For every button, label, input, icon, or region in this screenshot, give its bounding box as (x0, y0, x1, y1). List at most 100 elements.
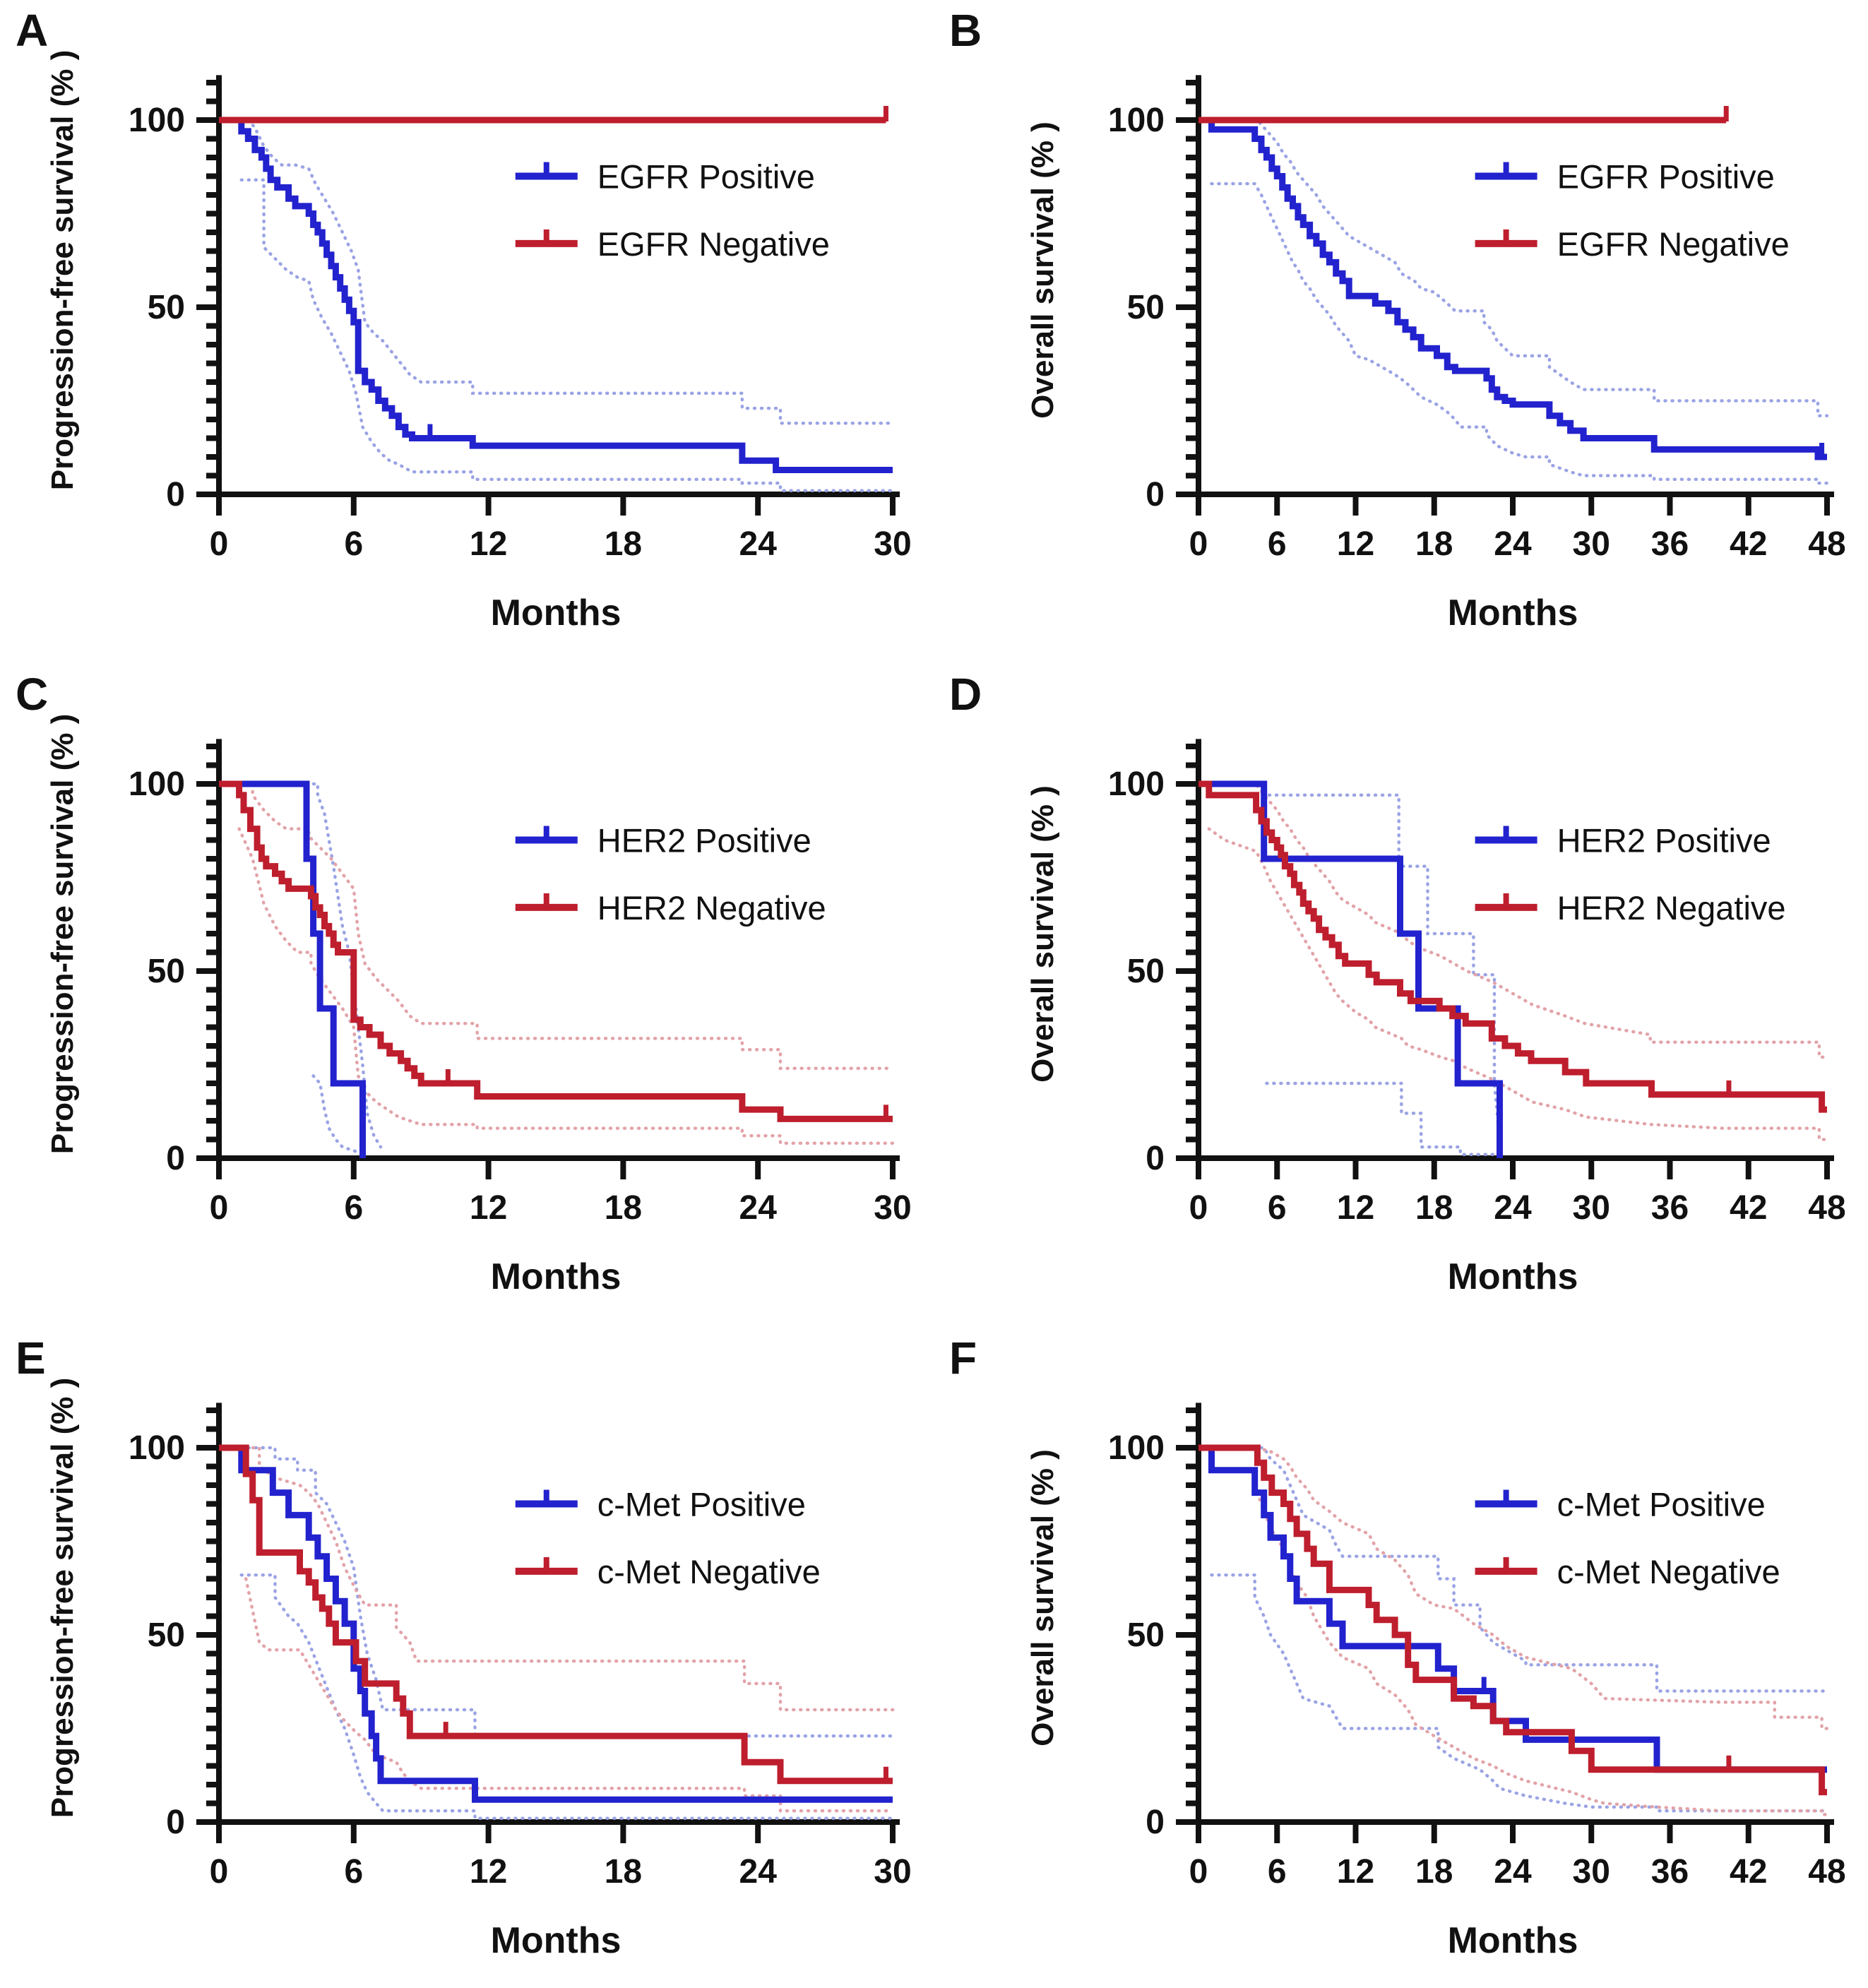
series-her2-negative (1198, 780, 1827, 1113)
x-tick-label: 0 (210, 1853, 229, 1891)
legend-label: EGFR Negative (1557, 225, 1790, 263)
x-tick-label: 0 (210, 1189, 229, 1227)
ci-lower-egfr-positive (239, 178, 895, 492)
ci-upper-egfr-positive (1210, 118, 1829, 417)
legend-label: c-Met Negative (1557, 1553, 1780, 1590)
panel-letter-D: D (949, 669, 982, 720)
legend-item-her2-positive: HER2 Positive (1475, 822, 1771, 859)
x-tick-label: 12 (1337, 1853, 1374, 1891)
axes: 0 50 100 0 6 12 18 24 30 (129, 1403, 912, 1891)
series-c-met-negative (1198, 1444, 1827, 1796)
y-tick-label: 50 (148, 953, 185, 990)
legend-item-her2-positive: HER2 Positive (515, 822, 811, 859)
y-tick-label: 50 (1127, 1617, 1165, 1654)
y-tick-label: 50 (148, 1617, 185, 1654)
x-tick-label: 30 (874, 525, 911, 563)
panel-D: D Overall survival (% ) Months 0 50 100 0 6 1… (934, 664, 1867, 1324)
legend-item-egfr-positive: EGFR Positive (1475, 158, 1775, 196)
legend: HER2 Positive HER2 Negative (515, 822, 826, 927)
x-tick-label: 0 (1189, 1189, 1208, 1227)
x-tick-label: 18 (1415, 1189, 1453, 1227)
series-c-met-negative (219, 1444, 893, 1785)
panel-E: E Progression-free survival (% ) Months … (0, 1328, 934, 1988)
x-tick-label: 6 (344, 1853, 363, 1891)
panel-letter-F: F (949, 1333, 977, 1383)
legend-label: c-Met Negative (597, 1553, 821, 1590)
x-axis-title-E: Months (490, 1920, 621, 1961)
x-tick-label: 0 (210, 525, 229, 563)
legend-label: c-Met Positive (597, 1486, 806, 1523)
ci-upper-her2-negative (237, 782, 895, 1071)
ci-upper-c-met-positive (239, 1446, 895, 1738)
legend-label: EGFR Positive (597, 158, 815, 196)
y-tick-label: 100 (1108, 102, 1165, 139)
panel-C: C Progression-free survival (% ) Months … (0, 664, 934, 1324)
x-tick-label: 24 (739, 1853, 778, 1891)
ci-upper-c-met-negative (1256, 1446, 1829, 1730)
x-tick-label: 12 (470, 1189, 507, 1227)
x-tick-label: 18 (1415, 1853, 1453, 1891)
legend-item-egfr-positive: EGFR Positive (515, 158, 815, 196)
x-axis-title-F: Months (1447, 1920, 1578, 1961)
axes: 0 50 100 0 6 12 18 24 30 (129, 75, 912, 563)
legend-item-c-met-positive: c-Met Positive (515, 1486, 806, 1523)
y-tick-label: 0 (166, 476, 185, 513)
ci-upper-her2-negative (1207, 782, 1829, 1059)
x-axis-title-A: Months (490, 593, 621, 633)
legend-item-her2-negative: HER2 Negative (515, 889, 826, 927)
legend-label: c-Met Positive (1557, 1486, 1766, 1523)
legend-item-egfr-negative: EGFR Negative (515, 225, 830, 263)
legend-label: EGFR Negative (597, 225, 830, 263)
x-tick-label: 30 (874, 1853, 911, 1891)
x-tick-label: 12 (1337, 525, 1374, 563)
x-tick-label: 0 (1189, 525, 1208, 563)
series-egfr-positive (1198, 117, 1827, 460)
x-tick-label: 48 (1808, 1189, 1845, 1227)
ci-lower-her2-positive (311, 1074, 367, 1156)
y-tick-label: 50 (1127, 953, 1165, 990)
y-tick-label: 100 (129, 102, 185, 139)
x-tick-label: 42 (1730, 525, 1767, 563)
series-c-met-positive (219, 1444, 893, 1803)
x-tick-label: 30 (874, 1189, 911, 1227)
panel-letter-B: B (949, 5, 982, 56)
x-tick-label: 18 (1415, 525, 1453, 563)
legend-label: HER2 Positive (597, 822, 811, 859)
y-tick-label: 0 (1146, 1140, 1165, 1177)
ci-lower-her2-positive (1265, 1081, 1495, 1156)
x-tick-label: 42 (1730, 1189, 1767, 1227)
x-tick-label: 36 (1651, 1189, 1689, 1227)
ci-upper-her2-positive (304, 782, 383, 1149)
y-tick-label: 100 (129, 766, 185, 803)
x-axis-title-B: Months (1447, 593, 1578, 633)
x-tick-label: 24 (1494, 1189, 1532, 1227)
x-tick-label: 12 (470, 525, 507, 563)
legend-label: HER2 Negative (1557, 889, 1786, 927)
legend-item-c-met-positive: c-Met Positive (1475, 1486, 1766, 1523)
ci-upper-c-met-negative (244, 1446, 895, 1712)
legend-label: HER2 Negative (597, 889, 826, 927)
ci-upper-her2-positive (1262, 782, 1501, 1160)
x-tick-label: 6 (1268, 1853, 1287, 1891)
y-tick-label: 0 (1146, 1804, 1165, 1841)
x-tick-label: 30 (1573, 1189, 1610, 1227)
legend: EGFR Positive EGFR Negative (1475, 158, 1790, 263)
legend: c-Met Positive c-Met Negative (1475, 1486, 1780, 1590)
axes: 0 50 100 0 6 12 18 24 30 36 42 48 (1108, 75, 1846, 563)
legend-item-c-met-negative: c-Met Negative (515, 1553, 821, 1590)
ci-lower-egfr-positive (1210, 181, 1829, 485)
panel-letter-A: A (16, 5, 49, 56)
x-tick-label: 24 (1494, 1853, 1532, 1891)
legend: c-Met Positive c-Met Negative (515, 1486, 821, 1590)
axes: 0 50 100 0 6 12 18 24 30 36 42 48 (1108, 739, 1846, 1227)
series-egfr-positive (219, 117, 893, 473)
x-tick-label: 30 (1573, 525, 1610, 563)
legend: HER2 Positive HER2 Negative (1475, 822, 1786, 927)
x-tick-label: 24 (739, 1189, 778, 1227)
km-chart-A: 0 50 100 0 6 12 18 24 30 EGFR Positive EGFR Negati… (129, 75, 912, 563)
panel-F: F Overall survival (% ) Months 0 50 100 0 6 1… (934, 1328, 1867, 1988)
ci-upper-c-met-positive (1210, 1446, 1829, 1693)
y-tick-label: 100 (1108, 1429, 1165, 1467)
x-tick-label: 30 (1573, 1853, 1610, 1891)
x-tick-label: 48 (1808, 525, 1845, 563)
